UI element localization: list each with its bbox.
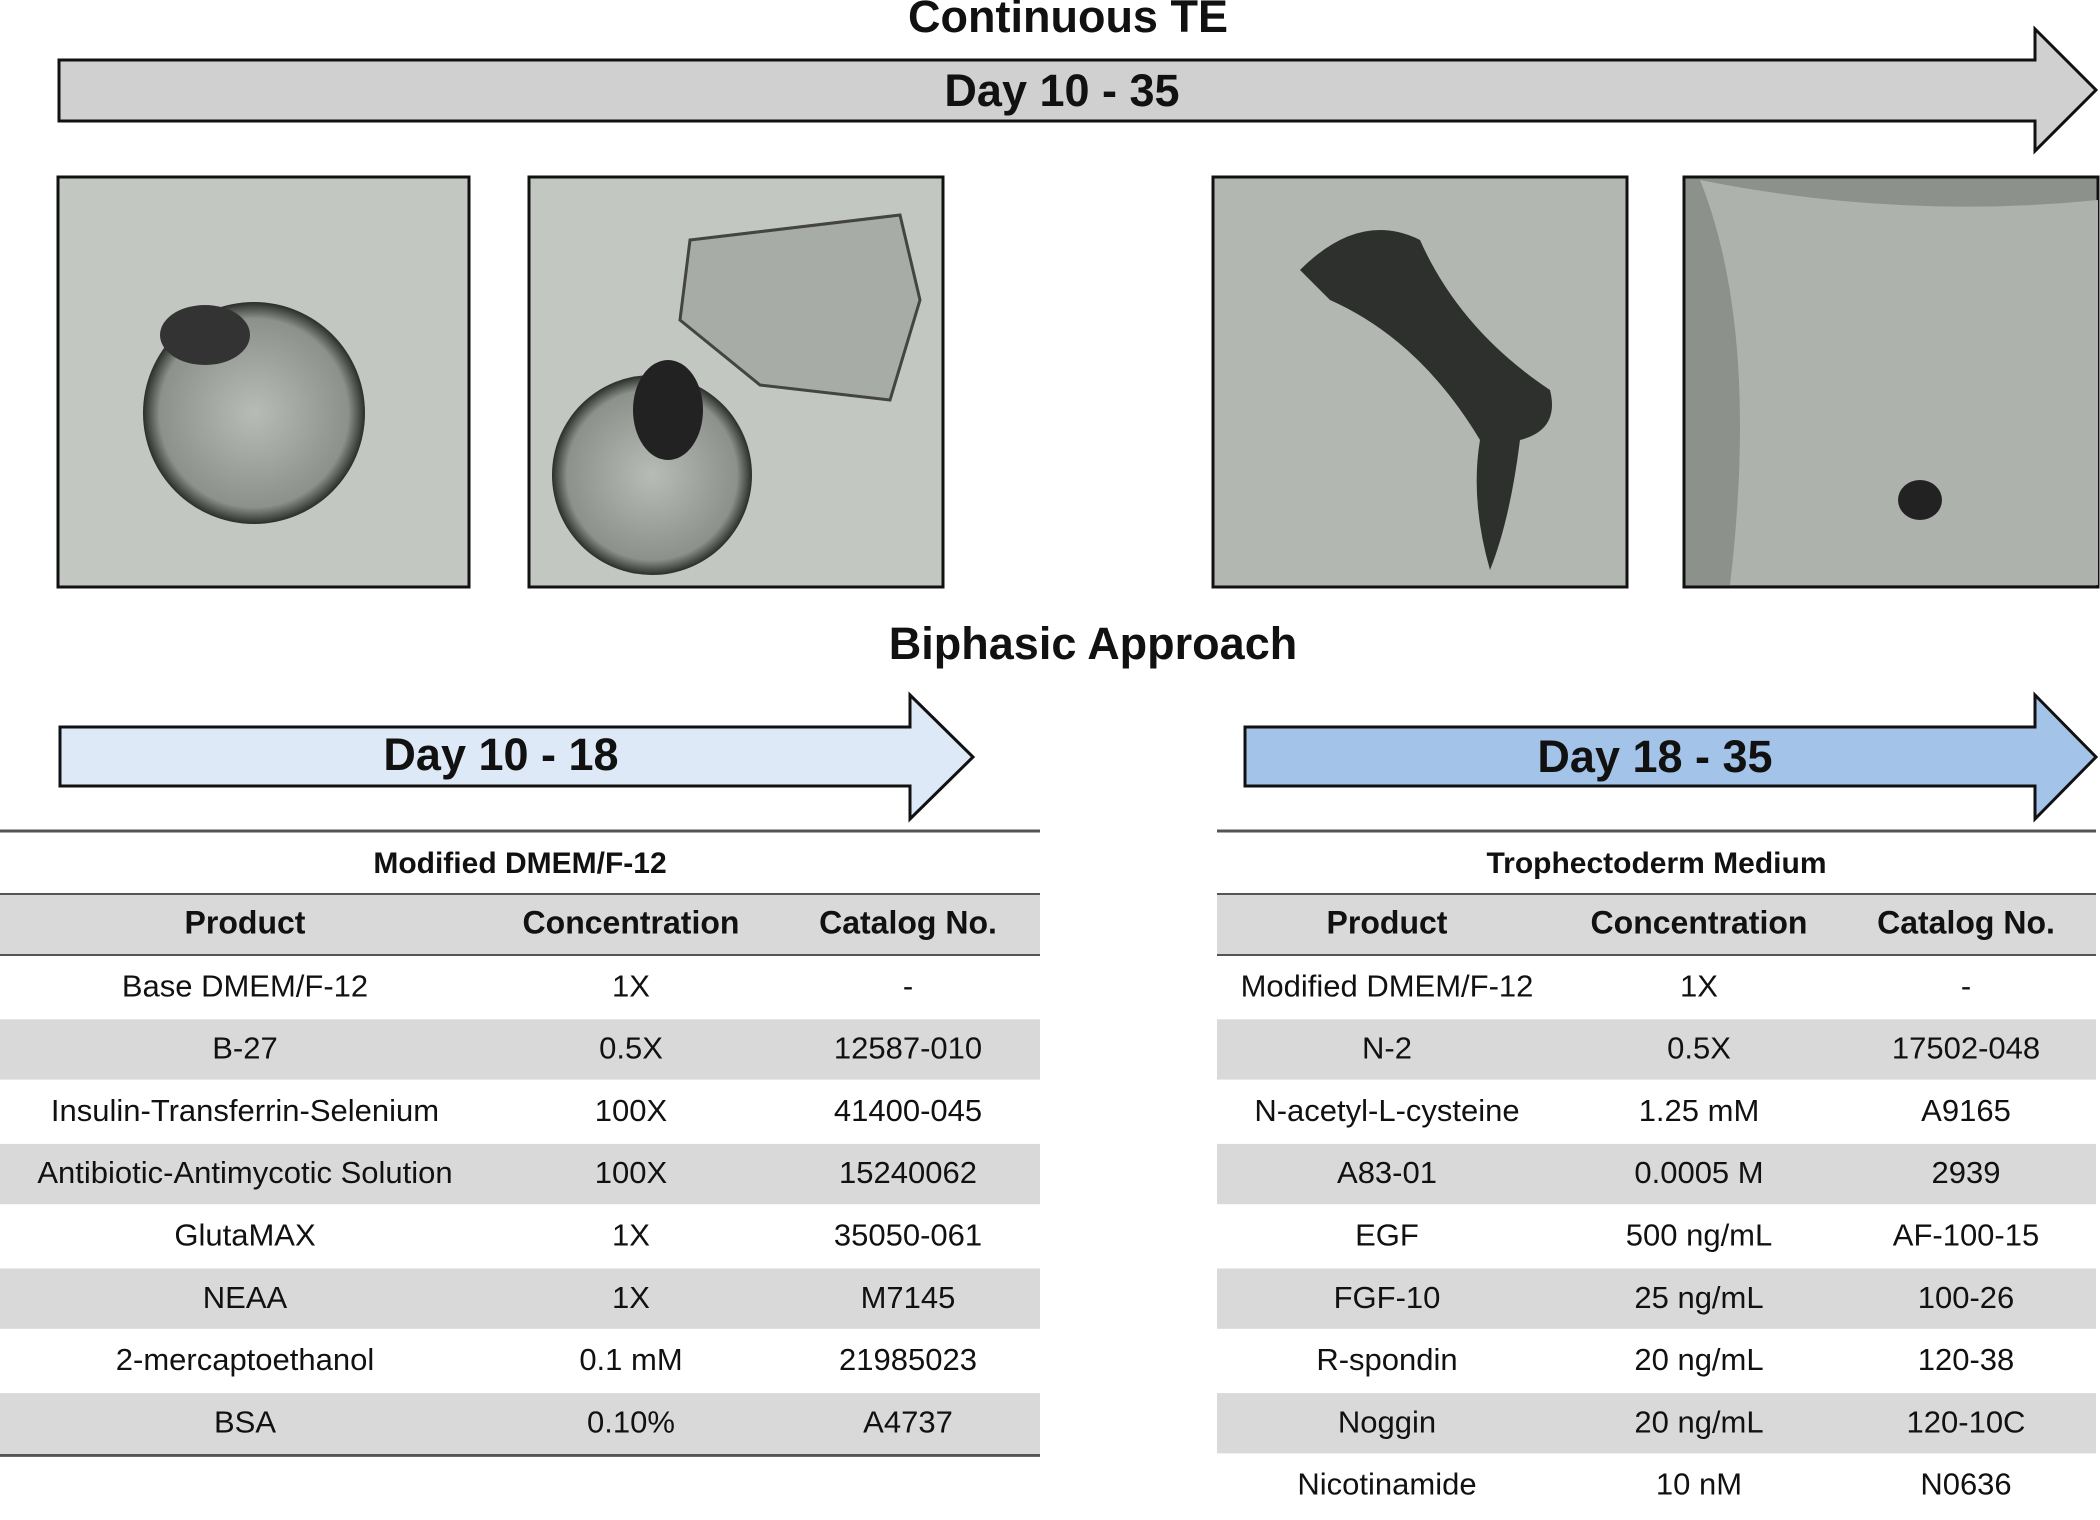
arrow [58, 691, 976, 823]
table-cell: N0636 [1920, 1467, 2011, 1502]
table-cell: 1X [612, 1280, 650, 1315]
arrow [1243, 691, 2099, 823]
table-cell: 0.10% [587, 1404, 675, 1439]
table-cell: NEAA [203, 1280, 288, 1315]
photo [1682, 175, 2100, 589]
table-cell: 120-38 [1918, 1342, 2015, 1377]
table-cell: 21985023 [839, 1342, 977, 1377]
header-row [0, 894, 1040, 955]
table-cell: Noggin [1338, 1404, 1436, 1439]
row-band [1217, 1143, 2096, 1205]
title: Continuous TE [908, 0, 1228, 42]
table-cell: 15240062 [839, 1155, 977, 1190]
table-cell: 0.5X [599, 1031, 663, 1066]
table-cell: B-27 [212, 1031, 277, 1066]
section-title: Biphasic Approach [889, 618, 1297, 669]
table-cell: 2939 [1932, 1155, 2001, 1190]
table-cell: - [903, 968, 913, 1003]
table-cell: 500 ng/mL [1626, 1218, 1773, 1253]
table-title: Modified DMEM/F-12 [373, 847, 666, 880]
table-cell: 100X [595, 1093, 668, 1128]
table-cell: 35050-061 [834, 1218, 982, 1253]
table-cell: Base DMEM/F-12 [122, 968, 368, 1003]
table-cell: 1X [1680, 968, 1718, 1003]
arrow-label: Day 18 - 35 [1537, 731, 1772, 782]
table-cell: A4737 [863, 1404, 953, 1439]
column-header: Concentration [1591, 904, 1808, 940]
row-band [0, 1019, 1040, 1080]
table-cell: 0.1 mM [579, 1342, 682, 1377]
table-cell: FGF-10 [1334, 1280, 1441, 1315]
table-cell: AF-100-15 [1893, 1218, 2039, 1253]
arrow [57, 25, 2099, 155]
table-cell: EGF [1355, 1218, 1419, 1253]
table-cell: R-spondin [1316, 1342, 1457, 1377]
photo [56, 175, 471, 589]
table-cell: 20 ng/mL [1634, 1342, 1763, 1377]
row-band [0, 1393, 1040, 1454]
table-cell: 100X [595, 1155, 668, 1190]
table-cell: 2-mercaptoethanol [116, 1342, 375, 1377]
table-cell: 1X [612, 968, 650, 1003]
row-band [0, 1268, 1040, 1329]
table-cell: 17502-048 [1892, 1031, 2040, 1066]
table-cell: GlutaMAX [174, 1218, 316, 1253]
arrow-label: Day 10 - 18 [383, 729, 618, 780]
table-cell: Antibiotic-Antimycotic Solution [37, 1155, 452, 1190]
table-cell: 25 ng/mL [1634, 1280, 1763, 1315]
table-cell: BSA [214, 1404, 276, 1439]
table-cell: 41400-045 [834, 1093, 982, 1128]
header-row [1217, 894, 2096, 955]
photo [527, 175, 945, 589]
table-cell: 20 ng/mL [1634, 1404, 1763, 1439]
column-header: Concentration [523, 904, 740, 940]
table-cell: A83-01 [1337, 1155, 1437, 1190]
table-cell: N-2 [1362, 1031, 1412, 1066]
table-cell: 1X [612, 1218, 650, 1253]
column-header: Catalog No. [1877, 904, 2055, 940]
row-band [0, 1143, 1040, 1205]
table-cell: - [1961, 968, 1971, 1003]
table-cell: M7145 [861, 1280, 956, 1315]
table-cell: Nicotinamide [1297, 1467, 1476, 1502]
table-cell: 0.5X [1667, 1031, 1731, 1066]
column-header: Product [185, 904, 306, 940]
photo [1211, 175, 1629, 589]
table-cell: Insulin-Transferrin-Selenium [51, 1093, 439, 1128]
row-band [1217, 1393, 2096, 1454]
table-cell: 100-26 [1918, 1280, 2015, 1315]
table-cell: N-acetyl-L-cysteine [1254, 1093, 1519, 1128]
row-band [1217, 1268, 2096, 1329]
column-header: Product [1327, 904, 1448, 940]
table-cell: 10 nM [1656, 1467, 1742, 1502]
arrow-label: Day 10 - 35 [944, 65, 1179, 116]
table-cell: A9165 [1921, 1093, 2011, 1128]
table-cell: 0.0005 M [1634, 1155, 1763, 1190]
table-cell: 12587-010 [834, 1031, 982, 1066]
column-header: Catalog No. [819, 904, 997, 940]
table-title: Trophectoderm Medium [1486, 847, 1826, 880]
table-cell: Modified DMEM/F-12 [1241, 968, 1534, 1003]
table-cell: 1.25 mM [1639, 1093, 1760, 1128]
row-band [1217, 1019, 2096, 1080]
table-cell: 120-10C [1907, 1404, 2026, 1439]
